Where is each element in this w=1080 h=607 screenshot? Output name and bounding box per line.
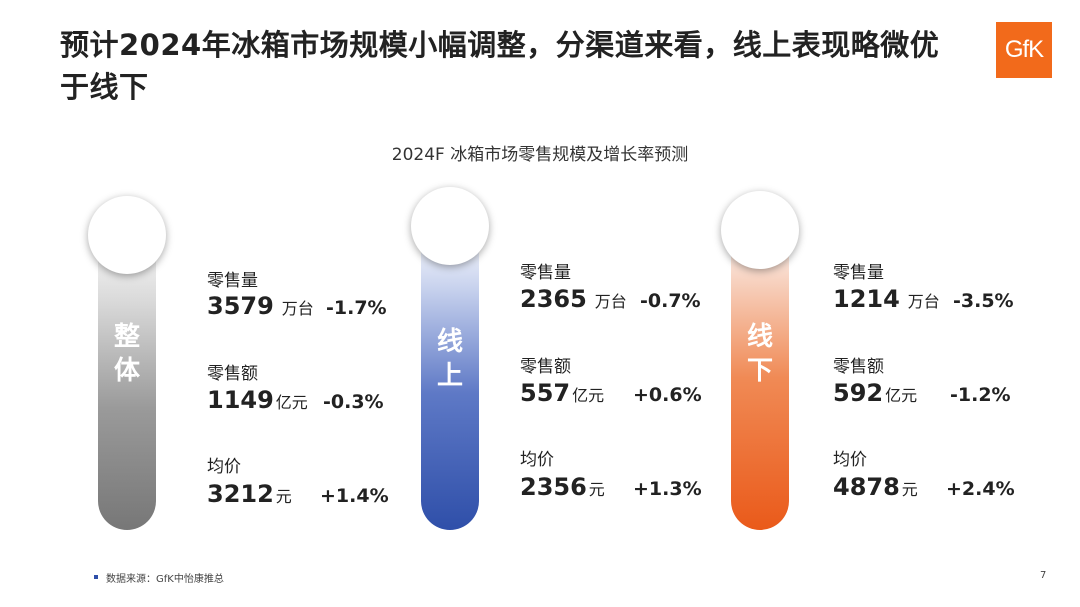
overall-price-unit: 元 [275, 487, 292, 506]
online-price-row: 2356 元 [520, 473, 605, 501]
online-volume-row: 2365 万台 [520, 285, 627, 313]
online-value-row: 557 亿元 [520, 379, 604, 407]
online-price-growth: +1.3% [633, 478, 702, 500]
overall-label-char-2: 体 [113, 356, 140, 386]
online-price-unit: 元 [588, 480, 605, 499]
offline-pill [731, 226, 789, 530]
overall-value-row: 1149 亿元 [207, 386, 308, 414]
online-value-growth: +0.6% [633, 384, 702, 406]
offline-volume-value: 1214 [833, 285, 900, 313]
offline-label-char-1: 线 [746, 322, 773, 352]
footer-bullet [94, 575, 98, 579]
offline-value-row: 592 亿元 [833, 379, 917, 407]
offline-label: 线 下 [731, 320, 789, 388]
offline-price-name: 均价 [833, 450, 867, 470]
online-volume-unit: 万台 [594, 292, 627, 311]
overall-price-name: 均价 [207, 457, 241, 477]
online-volume-name: 零售量 [520, 263, 571, 283]
online-volume-growth: -0.7% [640, 290, 701, 312]
overall-value-name: 零售额 [207, 364, 258, 384]
overall-circle [88, 196, 166, 274]
overall-volume-unit: 万台 [281, 299, 314, 318]
offline-volume-growth: -3.5% [953, 290, 1014, 312]
overall-price-row: 3212 元 [207, 480, 292, 508]
overall-volume-growth: -1.7% [326, 297, 387, 319]
offline-circle [721, 191, 799, 269]
page-title: 预计2024年冰箱市场规模小幅调整，分渠道来看，线上表现略微优于线下 [60, 28, 940, 104]
online-price-value: 2356 [520, 473, 587, 501]
overall-volume-name: 零售量 [207, 271, 258, 291]
offline-label-char-2: 下 [746, 356, 773, 386]
gfk-logo: GfK [996, 22, 1052, 78]
offline-volume-unit: 万台 [907, 292, 940, 311]
online-value-unit: 亿元 [572, 386, 605, 405]
offline-price-unit: 元 [901, 480, 918, 499]
offline-value-value: 592 [833, 379, 884, 407]
online-volume-value: 2365 [520, 285, 587, 313]
overall-label-char-1: 整 [113, 322, 140, 352]
offline-volume-row: 1214 万台 [833, 285, 940, 313]
online-price-name: 均价 [520, 450, 554, 470]
offline-volume-name: 零售量 [833, 263, 884, 283]
overall-volume-row: 3579 万台 [207, 292, 314, 320]
overall-value-growth: -0.3% [323, 391, 384, 413]
overall-value-value: 1149 [207, 386, 274, 414]
online-pill [421, 226, 479, 530]
offline-price-value: 4878 [833, 473, 900, 501]
online-label-char-1: 线 [436, 327, 463, 357]
online-circle [411, 187, 489, 265]
offline-price-row: 4878 元 [833, 473, 918, 501]
offline-value-name: 零售额 [833, 357, 884, 377]
overall-volume-value: 3579 [207, 292, 274, 320]
overall-price-growth: +1.4% [320, 485, 389, 507]
offline-value-growth: -1.2% [950, 384, 1011, 406]
data-source: 数据来源：GfK中怡康推总 [106, 574, 224, 585]
overall-price-value: 3212 [207, 480, 274, 508]
offline-value-unit: 亿元 [885, 386, 918, 405]
overall-value-unit: 亿元 [275, 393, 308, 412]
online-label: 线 上 [421, 325, 479, 393]
online-label-char-2: 上 [436, 361, 463, 391]
online-value-name: 零售额 [520, 357, 571, 377]
page-number: 7 [1040, 570, 1047, 581]
online-value-value: 557 [520, 379, 571, 407]
overall-pill [98, 226, 156, 530]
overall-label: 整 体 [98, 320, 156, 388]
chart-title: 2024F 冰箱市场零售规模及增长率预测 [391, 145, 689, 165]
offline-price-growth: +2.4% [946, 478, 1015, 500]
